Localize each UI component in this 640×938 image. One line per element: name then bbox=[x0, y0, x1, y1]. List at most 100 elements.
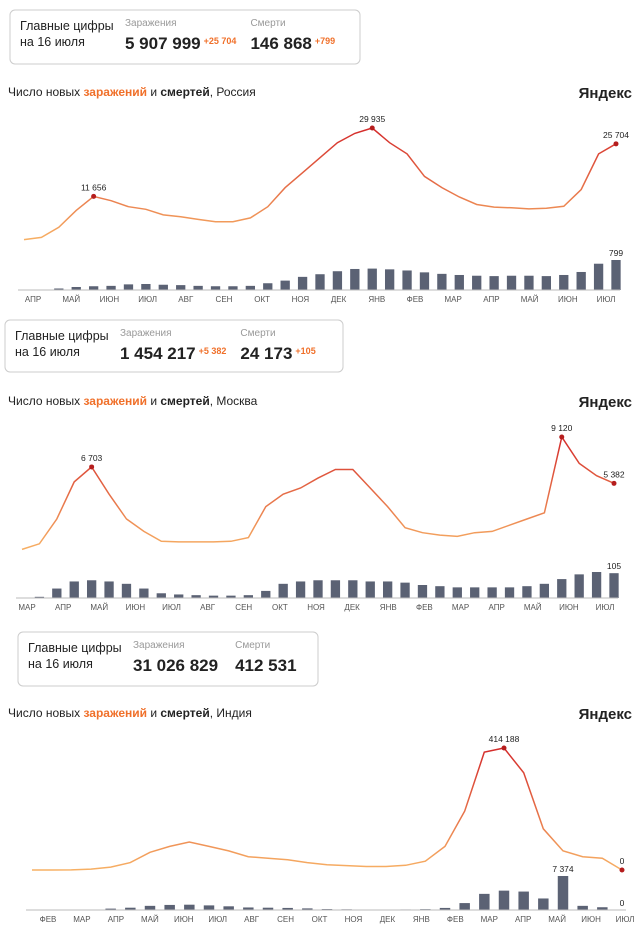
peak-label: 414 188 bbox=[489, 734, 520, 744]
x-tick-label: ДЕК bbox=[380, 915, 396, 924]
chart-title: Число новых заражений и смертей, Россия bbox=[8, 85, 256, 99]
x-tick-label: СЕН bbox=[216, 295, 233, 304]
death-bar bbox=[208, 595, 219, 598]
infections-label: Заражения bbox=[125, 18, 177, 29]
death-bar bbox=[174, 594, 184, 598]
infections-value: 1 454 217 bbox=[120, 344, 196, 363]
x-tick-label: АПР bbox=[483, 295, 499, 304]
peak-dot bbox=[613, 141, 619, 147]
x-tick-label: ИЮН bbox=[558, 295, 578, 304]
summary-card bbox=[17, 631, 319, 687]
death-bar bbox=[245, 285, 256, 290]
peak-dot bbox=[89, 464, 95, 470]
death-bar bbox=[315, 274, 325, 290]
watermark: Яндекс bbox=[579, 706, 632, 723]
x-tick-label: ИЮЛ bbox=[208, 915, 227, 924]
x-tick-label: ИЮЛ bbox=[162, 603, 181, 612]
peak-dot bbox=[559, 434, 565, 440]
death-bar bbox=[506, 275, 517, 290]
x-tick-label: ИЮН bbox=[559, 603, 579, 612]
summary-title: Главные цифры bbox=[15, 329, 109, 343]
death-bar bbox=[522, 586, 532, 598]
death-bar bbox=[88, 286, 99, 290]
x-tick-label: НОЯ bbox=[345, 915, 363, 924]
death-bar bbox=[593, 263, 604, 290]
death-bar bbox=[518, 891, 529, 910]
summary-card bbox=[9, 9, 361, 65]
death-bar bbox=[313, 580, 323, 598]
death-bar bbox=[34, 596, 45, 598]
x-tick-label: ФЕВ bbox=[407, 295, 424, 304]
x-tick-label: ОКТ bbox=[254, 295, 270, 304]
summary-card bbox=[4, 319, 344, 373]
death-bar bbox=[228, 286, 238, 290]
peak-dot bbox=[91, 193, 97, 199]
x-tick-label: ИЮН bbox=[126, 603, 146, 612]
x-tick-label: АВГ bbox=[200, 603, 216, 612]
death-label: 0 bbox=[620, 898, 625, 908]
x-tick-label: МАР bbox=[18, 603, 35, 612]
title-part: , Россия bbox=[210, 85, 256, 99]
x-tick-label: СЕН bbox=[277, 915, 294, 924]
x-tick-label: ИЮЛ bbox=[616, 915, 635, 924]
x-tick-label: АПР bbox=[55, 603, 71, 612]
peak-dot bbox=[369, 125, 375, 131]
death-bar bbox=[459, 903, 470, 910]
x-tick-label: ФЕВ bbox=[416, 603, 433, 612]
death-bar bbox=[226, 595, 236, 598]
cases-line bbox=[21, 435, 615, 551]
death-bar bbox=[609, 573, 619, 598]
title-part: и bbox=[147, 706, 160, 720]
infections-value: 5 907 999 bbox=[125, 34, 201, 53]
x-tick-label: ИЮН bbox=[581, 915, 601, 924]
death-bar bbox=[384, 269, 395, 290]
title-part: , Москва bbox=[210, 394, 258, 408]
title-part: и bbox=[147, 394, 160, 408]
cases-line bbox=[32, 747, 623, 871]
death-bar bbox=[52, 588, 62, 598]
death-bar bbox=[470, 587, 480, 598]
x-tick-label: ИЮЛ bbox=[138, 295, 157, 304]
x-tick-label: МАЙ bbox=[521, 295, 539, 304]
death-bar bbox=[348, 580, 358, 598]
death-bar bbox=[539, 583, 550, 598]
x-tick-label: ЯНВ bbox=[368, 295, 385, 304]
x-tick-label: ДЕК bbox=[344, 603, 360, 612]
summary-title: Главные цифры bbox=[28, 641, 122, 655]
death-bar bbox=[611, 260, 621, 290]
x-tick-label: ИЮН bbox=[174, 915, 194, 924]
summary-title: на 16 июля bbox=[15, 345, 80, 359]
death-bar bbox=[71, 286, 81, 290]
x-tick-label: ЯНВ bbox=[413, 915, 430, 924]
death-bar bbox=[278, 583, 288, 598]
death-bar bbox=[439, 907, 451, 910]
death-bar bbox=[139, 588, 149, 598]
death-bar bbox=[106, 285, 116, 290]
death-bar bbox=[156, 593, 166, 598]
deaths-value: 412 531 bbox=[235, 656, 296, 675]
title-part: смертей bbox=[160, 85, 209, 99]
death-bar bbox=[262, 907, 274, 910]
x-tick-label: МАР bbox=[481, 915, 498, 924]
death-bar bbox=[400, 582, 410, 598]
death-bar bbox=[282, 907, 293, 910]
death-bar bbox=[297, 276, 308, 290]
x-tick-label: МАЙ bbox=[548, 915, 566, 924]
deaths-value: 146 868 bbox=[250, 34, 311, 53]
x-tick-label: МАР bbox=[452, 603, 469, 612]
peak-label: 0 bbox=[620, 856, 625, 866]
x-tick-label: АПР bbox=[515, 915, 531, 924]
peak-label: 25 704 bbox=[603, 130, 629, 140]
summary-title: Главные цифры bbox=[20, 19, 114, 33]
peak-label: 5 382 bbox=[603, 469, 625, 479]
death-bar bbox=[417, 585, 428, 598]
death-bar bbox=[121, 583, 132, 598]
x-tick-label: МАР bbox=[445, 295, 462, 304]
peak-dot bbox=[611, 480, 617, 486]
death-bar bbox=[452, 587, 462, 598]
death-bar bbox=[243, 595, 254, 598]
cases-line bbox=[23, 127, 617, 241]
title-part: смертей bbox=[160, 706, 209, 720]
death-bar bbox=[164, 904, 175, 910]
x-tick-label: АПР bbox=[25, 295, 41, 304]
